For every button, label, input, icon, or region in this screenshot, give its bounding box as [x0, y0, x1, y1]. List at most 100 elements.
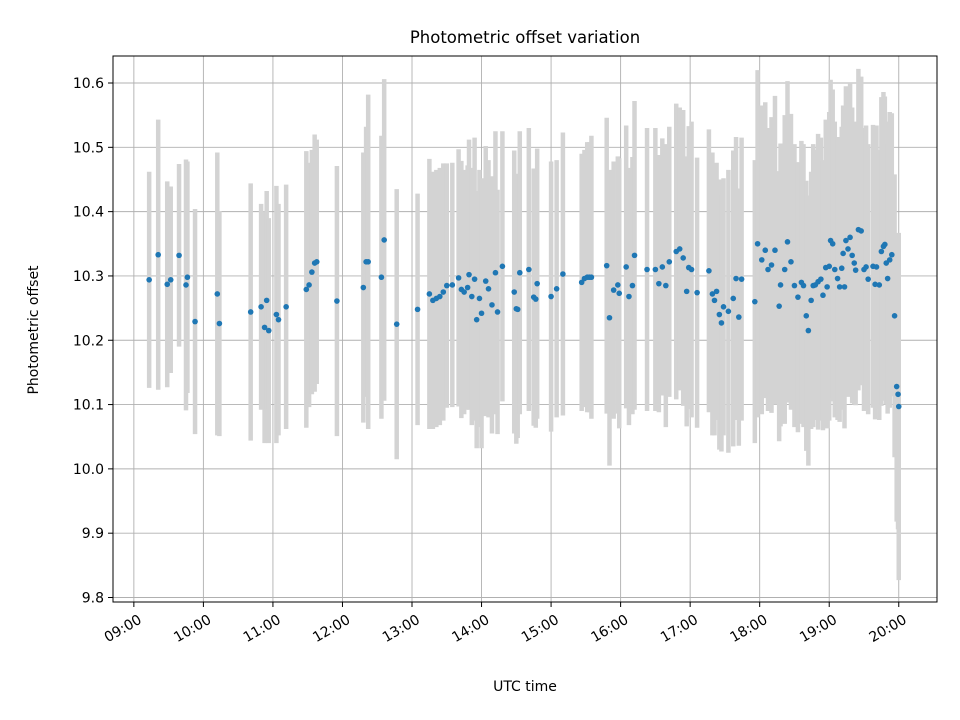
data-point: [784, 239, 791, 245]
data-point: [616, 290, 623, 297]
y-tick-label: 10.6: [73, 76, 104, 92]
data-point: [836, 284, 843, 290]
data-point: [805, 327, 812, 334]
data-point: [615, 282, 621, 288]
data-point: [578, 279, 585, 286]
data-point: [492, 269, 499, 276]
data-point: [656, 280, 662, 287]
data-point: [725, 308, 732, 315]
data-point: [666, 258, 673, 265]
data-point: [826, 263, 833, 270]
data-point: [754, 240, 761, 247]
data-point: [426, 291, 433, 297]
data-point: [840, 250, 846, 257]
data-point: [247, 309, 254, 315]
data-point: [878, 248, 885, 255]
data-point: [736, 314, 742, 320]
data-point: [216, 320, 223, 327]
y-axis-label: Photometric offset: [26, 265, 42, 395]
data-point: [820, 292, 826, 299]
data-point: [192, 318, 198, 325]
data-point: [718, 320, 725, 326]
data-point: [184, 274, 191, 281]
data-point: [788, 258, 794, 265]
data-point: [283, 304, 289, 310]
data-point: [443, 282, 450, 289]
data-point: [514, 306, 521, 313]
data-point: [560, 271, 566, 277]
data-point: [629, 282, 636, 289]
y-tick-label: 10.0: [73, 462, 104, 478]
data-point: [876, 282, 883, 288]
data-point: [843, 237, 849, 244]
data-point: [838, 265, 845, 272]
data-point: [663, 282, 669, 289]
data-point: [183, 282, 189, 288]
data-point: [167, 277, 174, 283]
data-point: [895, 391, 901, 398]
data-point: [469, 293, 475, 300]
y-tick-label: 10.2: [73, 333, 104, 349]
data-point: [499, 263, 506, 270]
data-point: [895, 403, 902, 410]
data-point: [511, 289, 518, 295]
data-point: [164, 281, 171, 288]
data-point: [694, 289, 700, 296]
data-point: [214, 291, 221, 297]
data-points: [146, 226, 902, 410]
data-point: [752, 298, 758, 305]
data-point: [688, 266, 695, 273]
data-point: [309, 269, 315, 275]
data-point: [548, 293, 554, 300]
data-point: [772, 247, 778, 254]
data-point: [847, 234, 853, 241]
data-point: [713, 288, 720, 295]
data-point: [803, 313, 810, 319]
data-point: [258, 304, 264, 310]
data-point: [482, 278, 489, 284]
data-point: [758, 257, 765, 263]
data-point: [711, 297, 718, 304]
data-point: [263, 297, 270, 304]
data-point: [781, 266, 788, 273]
data-point: [709, 291, 716, 297]
data-point: [478, 310, 485, 317]
data-point: [891, 313, 898, 319]
data-point: [631, 252, 638, 259]
data-point: [818, 276, 824, 282]
data-point: [476, 295, 483, 302]
data-point: [176, 252, 182, 259]
data-point: [845, 246, 851, 252]
data-point: [762, 247, 769, 254]
data-point: [626, 293, 632, 300]
data-point: [829, 240, 836, 247]
data-point: [858, 228, 865, 234]
data-point: [824, 284, 830, 290]
data-point: [378, 274, 385, 281]
data-point: [623, 264, 629, 270]
y-axis-ticks: 9.8 9.9 10.0 10.1 10.2 10.3 10.4 10.5 10.6: [73, 76, 113, 606]
data-point: [768, 262, 775, 268]
data-point: [884, 275, 891, 282]
data-point: [461, 289, 467, 295]
data-point: [489, 302, 495, 308]
data-point: [553, 286, 560, 292]
data-point: [889, 251, 895, 258]
data-point: [440, 289, 447, 295]
data-point: [485, 286, 492, 292]
data-point: [765, 266, 771, 273]
data-point: [306, 282, 312, 288]
data-point: [466, 271, 472, 278]
data-point: [532, 296, 539, 302]
data-point: [437, 293, 443, 300]
data-point: [265, 327, 272, 334]
data-point: [588, 274, 595, 281]
data-point: [534, 280, 540, 287]
data-point: [313, 258, 320, 265]
data-point: [706, 267, 712, 274]
data-point: [676, 246, 683, 252]
data-point: [873, 264, 880, 270]
data-point: [882, 241, 888, 248]
data-point: [303, 286, 310, 293]
